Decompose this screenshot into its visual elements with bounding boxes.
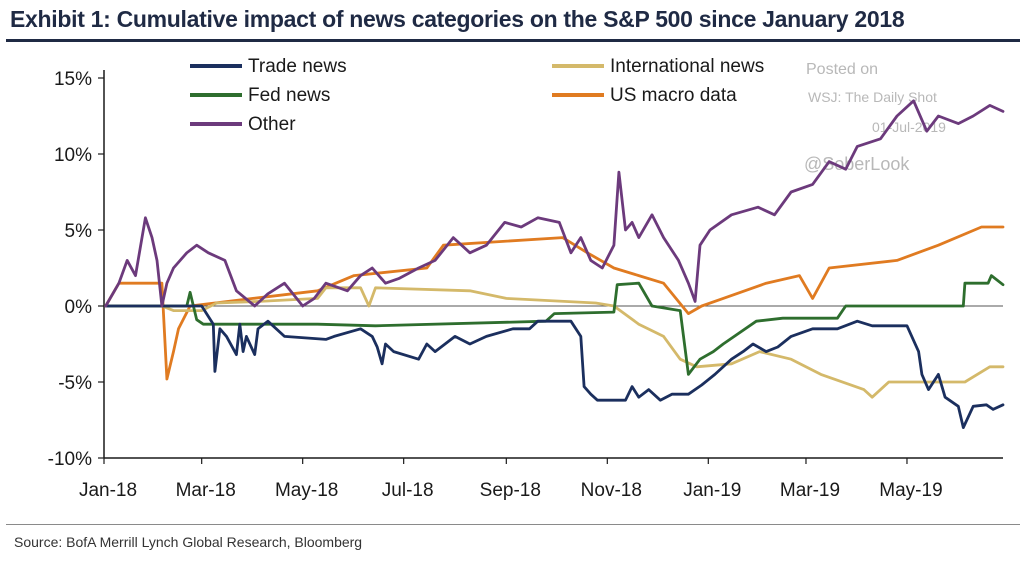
legend-label-other: Other (248, 114, 296, 135)
series-line-fed-news (104, 274, 1005, 376)
legend-label-us-macro-data: US macro data (610, 85, 737, 106)
x-tick-label: Jul-18 (382, 480, 434, 501)
watermark-line-4: @SoberLook (804, 154, 910, 174)
legend-label-international-news: International news (610, 56, 764, 77)
series-line-us-macro-data (104, 225, 1005, 381)
watermark-line-1: Posted on (806, 61, 878, 78)
x-tick-label: Mar-18 (176, 480, 236, 501)
chart-title: Exhibit 1: Cumulative impact of news cat… (10, 6, 905, 32)
x-tick-label: Jan-19 (683, 480, 741, 501)
y-tick-label: -5% (58, 373, 92, 394)
series-line-trade-news (104, 304, 1005, 430)
series-line-international-news (104, 286, 1005, 399)
y-tick-label: 0% (65, 297, 93, 318)
x-tick-label: Mar-19 (780, 480, 840, 501)
y-tick-label: 15% (54, 69, 92, 90)
series-line-other (104, 99, 1005, 308)
x-tick-label: Sep-18 (480, 480, 541, 501)
watermark-line-2: WSJ: The Daily Shot (808, 89, 937, 105)
axes: 15% 10% 5% 0% -5% -10% Jan-18 Mar-18 May-18 Jul-1… (48, 69, 1003, 501)
series-lines (104, 99, 1005, 430)
title-underline (6, 39, 1020, 42)
y-tick-label: 10% (54, 145, 92, 166)
line-chart: 15% 10% 5% 0% -5% -10% Jan-18 Mar-18 May-18 Jul-1… (48, 56, 1005, 501)
exhibit-title: Exhibit 1: Cumulative impact of news cat… (6, 4, 1020, 42)
x-tick-label: Jan-18 (79, 480, 137, 501)
legend-label-trade-news: Trade news (248, 56, 347, 77)
source-note: Source: BofA Merrill Lynch Global Resear… (14, 534, 363, 550)
y-tick-label: 5% (65, 221, 93, 242)
x-tick-label: May-18 (275, 480, 338, 501)
x-tick-label: Nov-18 (581, 480, 642, 501)
watermark: Posted on WSJ: The Daily Shot 01-Jul-201… (804, 61, 946, 174)
legend-label-fed-news: Fed news (248, 85, 330, 106)
footer-divider (6, 524, 1020, 525)
x-tick-label: May-19 (879, 480, 942, 501)
y-tick-label: -10% (48, 449, 92, 470)
legend: Trade news International news Fed news US m… (190, 56, 764, 135)
